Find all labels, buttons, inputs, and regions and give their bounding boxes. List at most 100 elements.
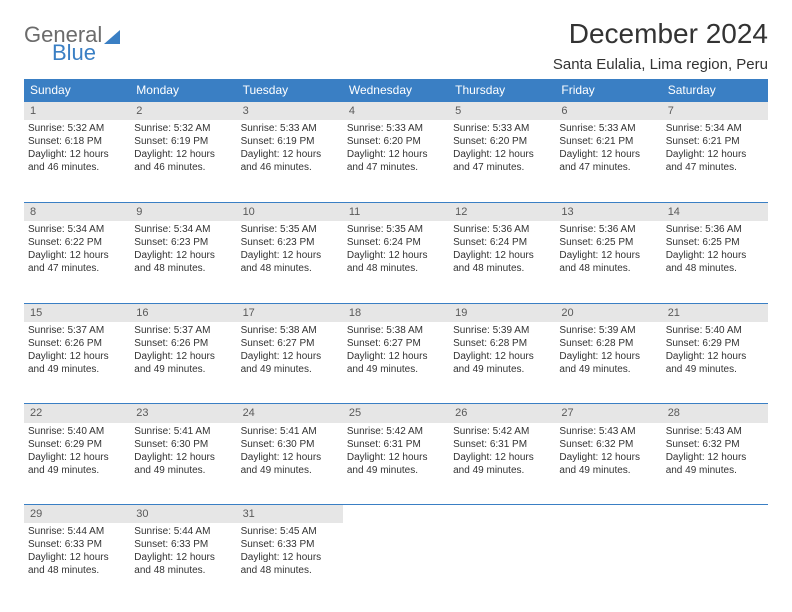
sunset-text: Sunset: 6:18 PM — [28, 135, 126, 148]
daylight1-text: Daylight: 12 hours — [134, 148, 232, 161]
header: General Blue December 2024 Santa Eulalia… — [24, 18, 768, 73]
sunset-text: Sunset: 6:27 PM — [241, 337, 339, 350]
sunset-text: Sunset: 6:23 PM — [134, 236, 232, 249]
daylight2-text: and 49 minutes. — [666, 363, 764, 376]
sunrise-text: Sunrise: 5:33 AM — [347, 122, 445, 135]
sunrise-text: Sunrise: 5:32 AM — [134, 122, 232, 135]
daylight1-text: Daylight: 12 hours — [134, 451, 232, 464]
sunset-text: Sunset: 6:27 PM — [347, 337, 445, 350]
weekday-header: Friday — [555, 79, 661, 102]
day-number: 19 — [449, 303, 555, 322]
daylight2-text: and 49 minutes. — [347, 464, 445, 477]
day-cell — [449, 523, 555, 605]
daylight1-text: Daylight: 12 hours — [241, 551, 339, 564]
day-cell: Sunrise: 5:32 AMSunset: 6:19 PMDaylight:… — [130, 120, 236, 202]
sunset-text: Sunset: 6:21 PM — [666, 135, 764, 148]
day-number-row: 15161718192021 — [24, 303, 768, 322]
day-number: 6 — [555, 102, 661, 121]
day-cell: Sunrise: 5:38 AMSunset: 6:27 PMDaylight:… — [343, 322, 449, 404]
day-number: 24 — [237, 404, 343, 423]
logo: General Blue — [24, 24, 120, 64]
daylight1-text: Daylight: 12 hours — [241, 148, 339, 161]
daylight2-text: and 48 minutes. — [134, 564, 232, 577]
daylight2-text: and 49 minutes. — [134, 464, 232, 477]
day-number — [343, 505, 449, 524]
day-cell: Sunrise: 5:39 AMSunset: 6:28 PMDaylight:… — [555, 322, 661, 404]
page-title: December 2024 — [553, 18, 768, 50]
day-number: 18 — [343, 303, 449, 322]
sunrise-text: Sunrise: 5:37 AM — [28, 324, 126, 337]
day-detail-row: Sunrise: 5:40 AMSunset: 6:29 PMDaylight:… — [24, 423, 768, 505]
sunset-text: Sunset: 6:33 PM — [28, 538, 126, 551]
day-number-row: 293031 — [24, 505, 768, 524]
title-block: December 2024 Santa Eulalia, Lima region… — [553, 18, 768, 73]
day-cell: Sunrise: 5:38 AMSunset: 6:27 PMDaylight:… — [237, 322, 343, 404]
sunset-text: Sunset: 6:25 PM — [666, 236, 764, 249]
day-cell: Sunrise: 5:34 AMSunset: 6:22 PMDaylight:… — [24, 221, 130, 303]
daylight2-text: and 49 minutes. — [453, 363, 551, 376]
sunset-text: Sunset: 6:25 PM — [559, 236, 657, 249]
daylight2-text: and 48 minutes. — [347, 262, 445, 275]
sunrise-text: Sunrise: 5:44 AM — [134, 525, 232, 538]
day-number-row: 891011121314 — [24, 202, 768, 221]
day-cell: Sunrise: 5:40 AMSunset: 6:29 PMDaylight:… — [24, 423, 130, 505]
daylight1-text: Daylight: 12 hours — [559, 148, 657, 161]
daylight2-text: and 49 minutes. — [134, 363, 232, 376]
day-number: 13 — [555, 202, 661, 221]
daylight2-text: and 49 minutes. — [666, 464, 764, 477]
weekday-header-row: Sunday Monday Tuesday Wednesday Thursday… — [24, 79, 768, 102]
day-number: 26 — [449, 404, 555, 423]
daylight2-text: and 47 minutes. — [666, 161, 764, 174]
weekday-header: Sunday — [24, 79, 130, 102]
daylight1-text: Daylight: 12 hours — [347, 148, 445, 161]
daylight2-text: and 49 minutes. — [241, 363, 339, 376]
day-cell: Sunrise: 5:39 AMSunset: 6:28 PMDaylight:… — [449, 322, 555, 404]
day-number: 8 — [24, 202, 130, 221]
day-number: 15 — [24, 303, 130, 322]
daylight1-text: Daylight: 12 hours — [134, 551, 232, 564]
daylight1-text: Daylight: 12 hours — [134, 249, 232, 262]
weekday-header: Monday — [130, 79, 236, 102]
daylight2-text: and 49 minutes. — [453, 464, 551, 477]
daylight1-text: Daylight: 12 hours — [241, 249, 339, 262]
day-cell: Sunrise: 5:36 AMSunset: 6:25 PMDaylight:… — [662, 221, 768, 303]
sunrise-text: Sunrise: 5:38 AM — [241, 324, 339, 337]
sunrise-text: Sunrise: 5:33 AM — [241, 122, 339, 135]
daylight2-text: and 46 minutes. — [241, 161, 339, 174]
daylight2-text: and 48 minutes. — [241, 564, 339, 577]
day-cell: Sunrise: 5:41 AMSunset: 6:30 PMDaylight:… — [130, 423, 236, 505]
day-number: 2 — [130, 102, 236, 121]
sunrise-text: Sunrise: 5:32 AM — [28, 122, 126, 135]
daylight2-text: and 49 minutes. — [241, 464, 339, 477]
day-cell: Sunrise: 5:42 AMSunset: 6:31 PMDaylight:… — [449, 423, 555, 505]
day-cell: Sunrise: 5:34 AMSunset: 6:23 PMDaylight:… — [130, 221, 236, 303]
sunset-text: Sunset: 6:31 PM — [453, 438, 551, 451]
sunset-text: Sunset: 6:26 PM — [134, 337, 232, 350]
sunrise-text: Sunrise: 5:43 AM — [559, 425, 657, 438]
day-cell: Sunrise: 5:44 AMSunset: 6:33 PMDaylight:… — [130, 523, 236, 605]
day-detail-row: Sunrise: 5:34 AMSunset: 6:22 PMDaylight:… — [24, 221, 768, 303]
daylight2-text: and 49 minutes. — [559, 464, 657, 477]
day-cell: Sunrise: 5:33 AMSunset: 6:20 PMDaylight:… — [343, 120, 449, 202]
sunrise-text: Sunrise: 5:33 AM — [559, 122, 657, 135]
day-number: 9 — [130, 202, 236, 221]
sunrise-text: Sunrise: 5:33 AM — [453, 122, 551, 135]
daylight2-text: and 48 minutes. — [241, 262, 339, 275]
sunrise-text: Sunrise: 5:35 AM — [241, 223, 339, 236]
day-number: 31 — [237, 505, 343, 524]
weekday-header: Thursday — [449, 79, 555, 102]
daylight2-text: and 48 minutes. — [28, 564, 126, 577]
sunset-text: Sunset: 6:30 PM — [241, 438, 339, 451]
daylight1-text: Daylight: 12 hours — [28, 451, 126, 464]
sunset-text: Sunset: 6:33 PM — [134, 538, 232, 551]
day-cell — [343, 523, 449, 605]
day-number: 5 — [449, 102, 555, 121]
daylight1-text: Daylight: 12 hours — [453, 451, 551, 464]
sunset-text: Sunset: 6:29 PM — [28, 438, 126, 451]
sunrise-text: Sunrise: 5:34 AM — [134, 223, 232, 236]
sunrise-text: Sunrise: 5:41 AM — [241, 425, 339, 438]
day-cell: Sunrise: 5:35 AMSunset: 6:24 PMDaylight:… — [343, 221, 449, 303]
sunrise-text: Sunrise: 5:35 AM — [347, 223, 445, 236]
sunset-text: Sunset: 6:28 PM — [559, 337, 657, 350]
sunset-text: Sunset: 6:20 PM — [453, 135, 551, 148]
